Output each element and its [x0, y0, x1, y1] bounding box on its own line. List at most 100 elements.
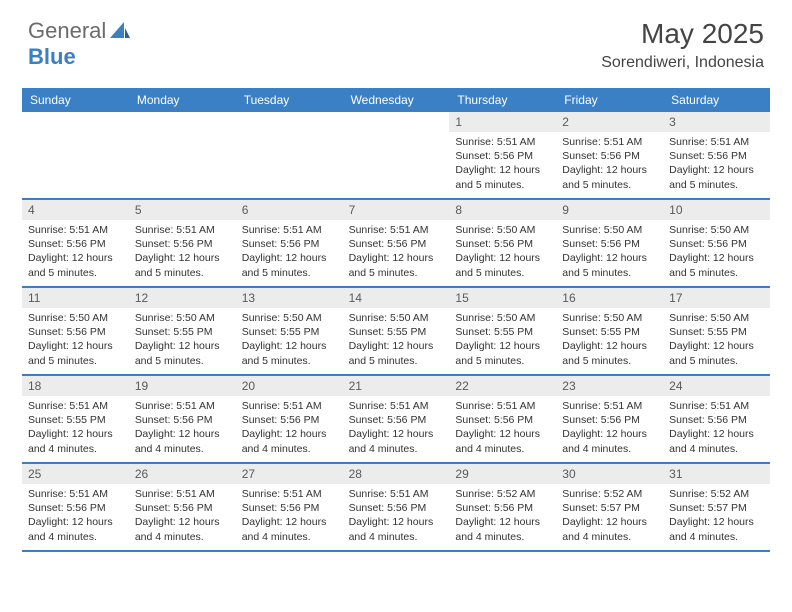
day-body: Sunrise: 5:51 AMSunset: 5:56 PMDaylight:… [556, 396, 663, 461]
day-cell: 1Sunrise: 5:51 AMSunset: 5:56 PMDaylight… [449, 112, 556, 198]
sunrise-line: Sunrise: 5:51 AM [669, 399, 764, 413]
day-number: 21 [343, 376, 450, 396]
sunset-line: Sunset: 5:57 PM [669, 501, 764, 515]
day-body: Sunrise: 5:51 AMSunset: 5:56 PMDaylight:… [129, 484, 236, 549]
day-cell: 29Sunrise: 5:52 AMSunset: 5:56 PMDayligh… [449, 464, 556, 550]
sunrise-line: Sunrise: 5:50 AM [135, 311, 230, 325]
sunset-line: Sunset: 5:55 PM [562, 325, 657, 339]
day-cell: 23Sunrise: 5:51 AMSunset: 5:56 PMDayligh… [556, 376, 663, 462]
day-cell: 4Sunrise: 5:51 AMSunset: 5:56 PMDaylight… [22, 200, 129, 286]
daylight-line: Daylight: 12 hours and 5 minutes. [349, 251, 444, 279]
sunrise-line: Sunrise: 5:51 AM [455, 135, 550, 149]
day-body: Sunrise: 5:50 AMSunset: 5:56 PMDaylight:… [22, 308, 129, 373]
day-number: 30 [556, 464, 663, 484]
day-cell: 12Sunrise: 5:50 AMSunset: 5:55 PMDayligh… [129, 288, 236, 374]
sunset-line: Sunset: 5:56 PM [135, 237, 230, 251]
day-number: 8 [449, 200, 556, 220]
daylight-line: Daylight: 12 hours and 4 minutes. [455, 515, 550, 543]
day-cell: 10Sunrise: 5:50 AMSunset: 5:56 PMDayligh… [663, 200, 770, 286]
sunrise-line: Sunrise: 5:51 AM [135, 399, 230, 413]
day-number: 13 [236, 288, 343, 308]
day-cell [343, 112, 450, 198]
daylight-line: Daylight: 12 hours and 4 minutes. [669, 427, 764, 455]
day-cell: 11Sunrise: 5:50 AMSunset: 5:56 PMDayligh… [22, 288, 129, 374]
daylight-line: Daylight: 12 hours and 5 minutes. [562, 163, 657, 191]
sunrise-line: Sunrise: 5:52 AM [562, 487, 657, 501]
sunset-line: Sunset: 5:56 PM [349, 413, 444, 427]
sunset-line: Sunset: 5:56 PM [455, 413, 550, 427]
dow-cell: Monday [129, 88, 236, 112]
daylight-line: Daylight: 12 hours and 5 minutes. [669, 339, 764, 367]
sunrise-line: Sunrise: 5:51 AM [135, 487, 230, 501]
day-number: 7 [343, 200, 450, 220]
daylight-line: Daylight: 12 hours and 4 minutes. [28, 427, 123, 455]
day-body: Sunrise: 5:50 AMSunset: 5:55 PMDaylight:… [663, 308, 770, 373]
daylight-line: Daylight: 12 hours and 4 minutes. [562, 515, 657, 543]
day-cell: 28Sunrise: 5:51 AMSunset: 5:56 PMDayligh… [343, 464, 450, 550]
daylight-line: Daylight: 12 hours and 4 minutes. [135, 515, 230, 543]
header: General May 2025 Sorendiweri, Indonesia [0, 0, 792, 80]
daylight-line: Daylight: 12 hours and 4 minutes. [242, 515, 337, 543]
day-body: Sunrise: 5:51 AMSunset: 5:56 PMDaylight:… [556, 132, 663, 197]
day-cell: 5Sunrise: 5:51 AMSunset: 5:56 PMDaylight… [129, 200, 236, 286]
day-cell: 14Sunrise: 5:50 AMSunset: 5:55 PMDayligh… [343, 288, 450, 374]
sunset-line: Sunset: 5:55 PM [455, 325, 550, 339]
sunrise-line: Sunrise: 5:51 AM [28, 487, 123, 501]
sunrise-line: Sunrise: 5:50 AM [455, 223, 550, 237]
sunrise-line: Sunrise: 5:51 AM [28, 399, 123, 413]
sunset-line: Sunset: 5:56 PM [135, 501, 230, 515]
day-body: Sunrise: 5:51 AMSunset: 5:56 PMDaylight:… [236, 220, 343, 285]
sunset-line: Sunset: 5:56 PM [669, 237, 764, 251]
week-row: 11Sunrise: 5:50 AMSunset: 5:56 PMDayligh… [22, 288, 770, 376]
day-cell: 2Sunrise: 5:51 AMSunset: 5:56 PMDaylight… [556, 112, 663, 198]
day-body: Sunrise: 5:51 AMSunset: 5:56 PMDaylight:… [343, 396, 450, 461]
day-cell: 20Sunrise: 5:51 AMSunset: 5:56 PMDayligh… [236, 376, 343, 462]
sunrise-line: Sunrise: 5:51 AM [349, 399, 444, 413]
sunset-line: Sunset: 5:55 PM [28, 413, 123, 427]
daylight-line: Daylight: 12 hours and 4 minutes. [349, 427, 444, 455]
sunrise-line: Sunrise: 5:51 AM [562, 399, 657, 413]
day-number: 29 [449, 464, 556, 484]
day-body: Sunrise: 5:51 AMSunset: 5:56 PMDaylight:… [663, 396, 770, 461]
daylight-line: Daylight: 12 hours and 5 minutes. [562, 251, 657, 279]
day-number: 22 [449, 376, 556, 396]
sunset-line: Sunset: 5:56 PM [455, 501, 550, 515]
sunset-line: Sunset: 5:56 PM [28, 237, 123, 251]
calendar: SundayMondayTuesdayWednesdayThursdayFrid… [22, 88, 770, 552]
day-cell [22, 112, 129, 198]
daylight-line: Daylight: 12 hours and 4 minutes. [28, 515, 123, 543]
daylight-line: Daylight: 12 hours and 5 minutes. [242, 251, 337, 279]
day-body: Sunrise: 5:52 AMSunset: 5:57 PMDaylight:… [663, 484, 770, 549]
day-cell: 31Sunrise: 5:52 AMSunset: 5:57 PMDayligh… [663, 464, 770, 550]
week-row: 4Sunrise: 5:51 AMSunset: 5:56 PMDaylight… [22, 200, 770, 288]
sunset-line: Sunset: 5:56 PM [669, 149, 764, 163]
daylight-line: Daylight: 12 hours and 4 minutes. [455, 427, 550, 455]
dow-cell: Friday [556, 88, 663, 112]
day-cell: 3Sunrise: 5:51 AMSunset: 5:56 PMDaylight… [663, 112, 770, 198]
day-cell: 22 Sunrise: 5:51 AMSunset: 5:56 PMDayligh… [449, 376, 556, 462]
day-body: Sunrise: 5:52 AMSunset: 5:57 PMDaylight:… [556, 484, 663, 549]
day-body: Sunrise: 5:51 AMSunset: 5:56 PMDaylight:… [22, 220, 129, 285]
logo-sub: Blue [28, 44, 76, 70]
daylight-line: Daylight: 12 hours and 5 minutes. [455, 339, 550, 367]
sunrise-line: Sunrise: 5:50 AM [242, 311, 337, 325]
sunrise-line: Sunrise: 5:51 AM [455, 399, 550, 413]
daylight-line: Daylight: 12 hours and 4 minutes. [669, 515, 764, 543]
sunset-line: Sunset: 5:55 PM [669, 325, 764, 339]
day-number: 17 [663, 288, 770, 308]
day-cell: 26Sunrise: 5:51 AMSunset: 5:56 PMDayligh… [129, 464, 236, 550]
day-number: 18 [22, 376, 129, 396]
sunset-line: Sunset: 5:56 PM [135, 413, 230, 427]
sunrise-line: Sunrise: 5:51 AM [242, 487, 337, 501]
daylight-line: Daylight: 12 hours and 4 minutes. [562, 427, 657, 455]
day-body: Sunrise: 5:50 AMSunset: 5:55 PMDaylight:… [129, 308, 236, 373]
dow-cell: Tuesday [236, 88, 343, 112]
sunset-line: Sunset: 5:56 PM [349, 237, 444, 251]
daylight-line: Daylight: 12 hours and 5 minutes. [135, 339, 230, 367]
day-body: Sunrise: 5:51 AMSunset: 5:56 PMDaylight:… [343, 220, 450, 285]
daylight-line: Daylight: 12 hours and 5 minutes. [669, 163, 764, 191]
logo-text-general: General [28, 18, 106, 44]
sunset-line: Sunset: 5:56 PM [562, 149, 657, 163]
day-body: Sunrise: 5:51 AMSunset: 5:56 PMDaylight:… [129, 220, 236, 285]
day-number: 4 [22, 200, 129, 220]
